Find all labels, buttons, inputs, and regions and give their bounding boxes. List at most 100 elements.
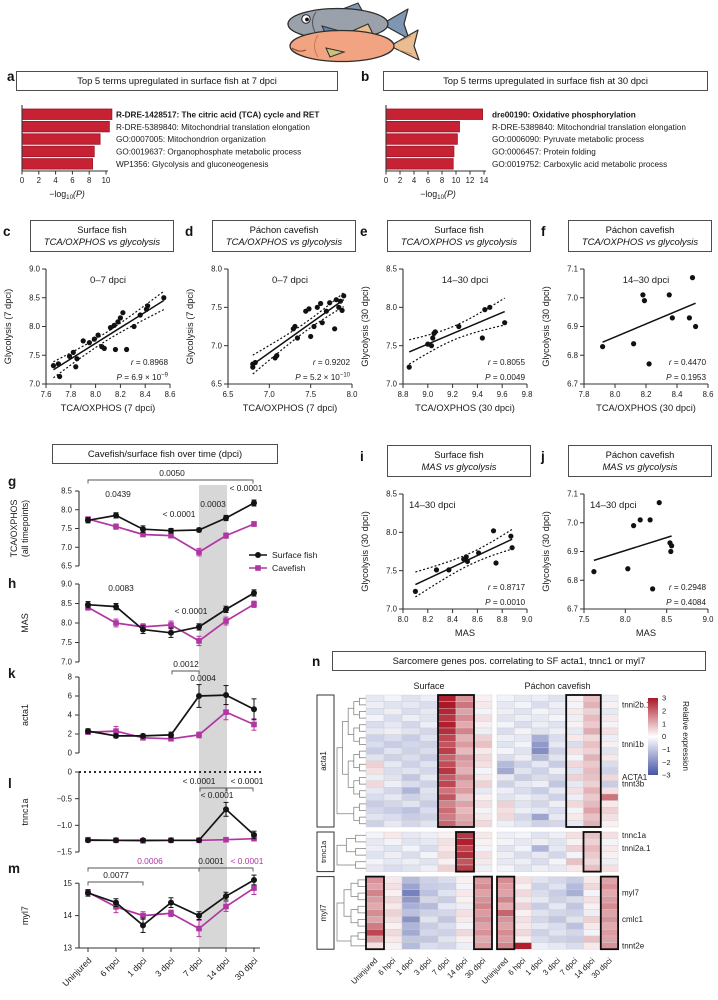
heatmap-cell [383,773,403,781]
heatmap-cell [473,747,493,755]
heatmap-cell [383,882,403,890]
heatmap-cell [383,787,403,795]
y-tick-label: 7.0 [211,341,223,350]
panel-letter-l: l [8,776,12,791]
heatmap-cell [600,734,619,742]
heatmap-cell [600,882,619,890]
heatmap-cell [496,902,515,910]
colorbar-tick-label: 1 [662,719,666,728]
heatmap-cell [365,780,385,788]
surface-marker [196,527,202,533]
data-point [306,306,312,312]
heatmap-cell [496,831,515,839]
heatmap-cell [531,806,550,814]
data-point [341,293,347,299]
heatmap-cell [514,793,532,801]
heatmap-cell [455,864,475,872]
heatmap-cell [496,701,515,709]
heatmap-cell [496,787,515,795]
heatmap-cell [383,708,403,716]
y-axis-label: MAS [20,613,30,633]
heatmap-cell [419,915,439,923]
heatmap-cell [583,806,601,814]
heatmap-cell [437,896,457,904]
heatmap-cell [565,909,584,917]
x-tick-label: 4 [53,176,58,185]
heatmap-cell [455,767,475,775]
heatmap-cell [496,767,515,775]
p-value-annotation: < 0.0001 [183,776,216,786]
heatmap-cell [437,844,457,852]
dendrogram [359,763,366,772]
heatmap-cell [437,694,457,702]
heatmap-cell [473,721,493,729]
heatmap-cell [365,838,385,846]
heatmap-cell [531,747,550,755]
timeframe-note: 14–30 dpci [409,500,455,511]
heatmap-cell [531,708,550,716]
heatmap-cell [365,767,385,775]
p-value-annotation: 0.0050 [159,468,185,478]
gene-label: ACTA1 [622,773,648,782]
heatmap-cell [548,773,567,781]
heatmap-cell [383,694,403,702]
data-point [74,356,80,362]
stat-p: P = 0.0049 [485,373,525,382]
heatmap-cell [383,780,403,788]
dendrogram [357,892,366,901]
y-tick-label: 7.5 [386,341,398,350]
heatmap-cell [401,942,421,950]
heatmap-cell [455,694,475,702]
heatmap-cell [600,741,619,749]
heatmap-cell [565,708,584,716]
heatmap-cell [383,760,403,768]
x-tick-label: 14 [480,176,489,185]
x-tick-label: 7.5 [579,615,591,624]
heatmap-cell [531,942,550,950]
heatmap-cell [565,851,584,859]
heatmap-cell [600,820,619,828]
gene-label: tnni1b [622,740,644,749]
heatmap-cell [548,876,567,884]
data-point [502,320,508,326]
y-tick-label: 6.5 [61,562,73,571]
heatmap-cell [496,714,515,722]
heatmap-cell [401,929,421,937]
regression-line [593,535,672,562]
heatmap-cell [565,734,584,742]
cavefish-marker [196,732,202,738]
heatmap-cell [548,896,567,904]
surface-marker [85,837,91,844]
heatmap-cell [455,800,475,808]
surface-marker [196,912,202,919]
heatmap-cell [401,694,421,702]
colorbar-label: Relative expression [681,701,690,771]
heatmap-cell [437,929,457,937]
data-point [107,325,114,331]
heatmap-cell [383,922,403,930]
heatmap-cell [383,806,403,814]
heatmap-cell [401,773,421,781]
heatmap-cell [419,773,439,781]
heatmap-cell [548,714,567,722]
y-axis-label: Glycolysis (30 dpci) [541,511,551,592]
x-axis-label: −log10(P) [49,189,85,201]
heatmap-cell [401,922,421,930]
x-tick-label: 8.0 [347,390,359,399]
x-tick-label: 0 [384,176,389,185]
scatter-title-c: Surface fish TCA/OXPHOS vs glycolysis [30,220,174,253]
heatmap-cell [548,844,567,852]
dendrogram [359,711,366,719]
panel-b-title: Top 5 terms upregulated in surface fish … [383,71,708,92]
gene-label: tnnt2e [622,942,645,951]
heatmap-cell [565,754,584,762]
heatmap-cell [531,800,550,808]
heatmap-cell [419,896,439,904]
p-value-annotation: < 0.0001 [201,790,234,800]
heatmap-cell [473,793,493,801]
scatter-panel-f: f Páchon cavefish TCA/OXPHOS vs glycolysis… [538,215,718,439]
x-axis-label: TCA/OXPHOS (30 dpci) [596,403,696,413]
heatmap-cell [383,831,403,839]
heatmap-cell [473,767,493,775]
x-tick-label: 3 dpci [153,955,176,978]
